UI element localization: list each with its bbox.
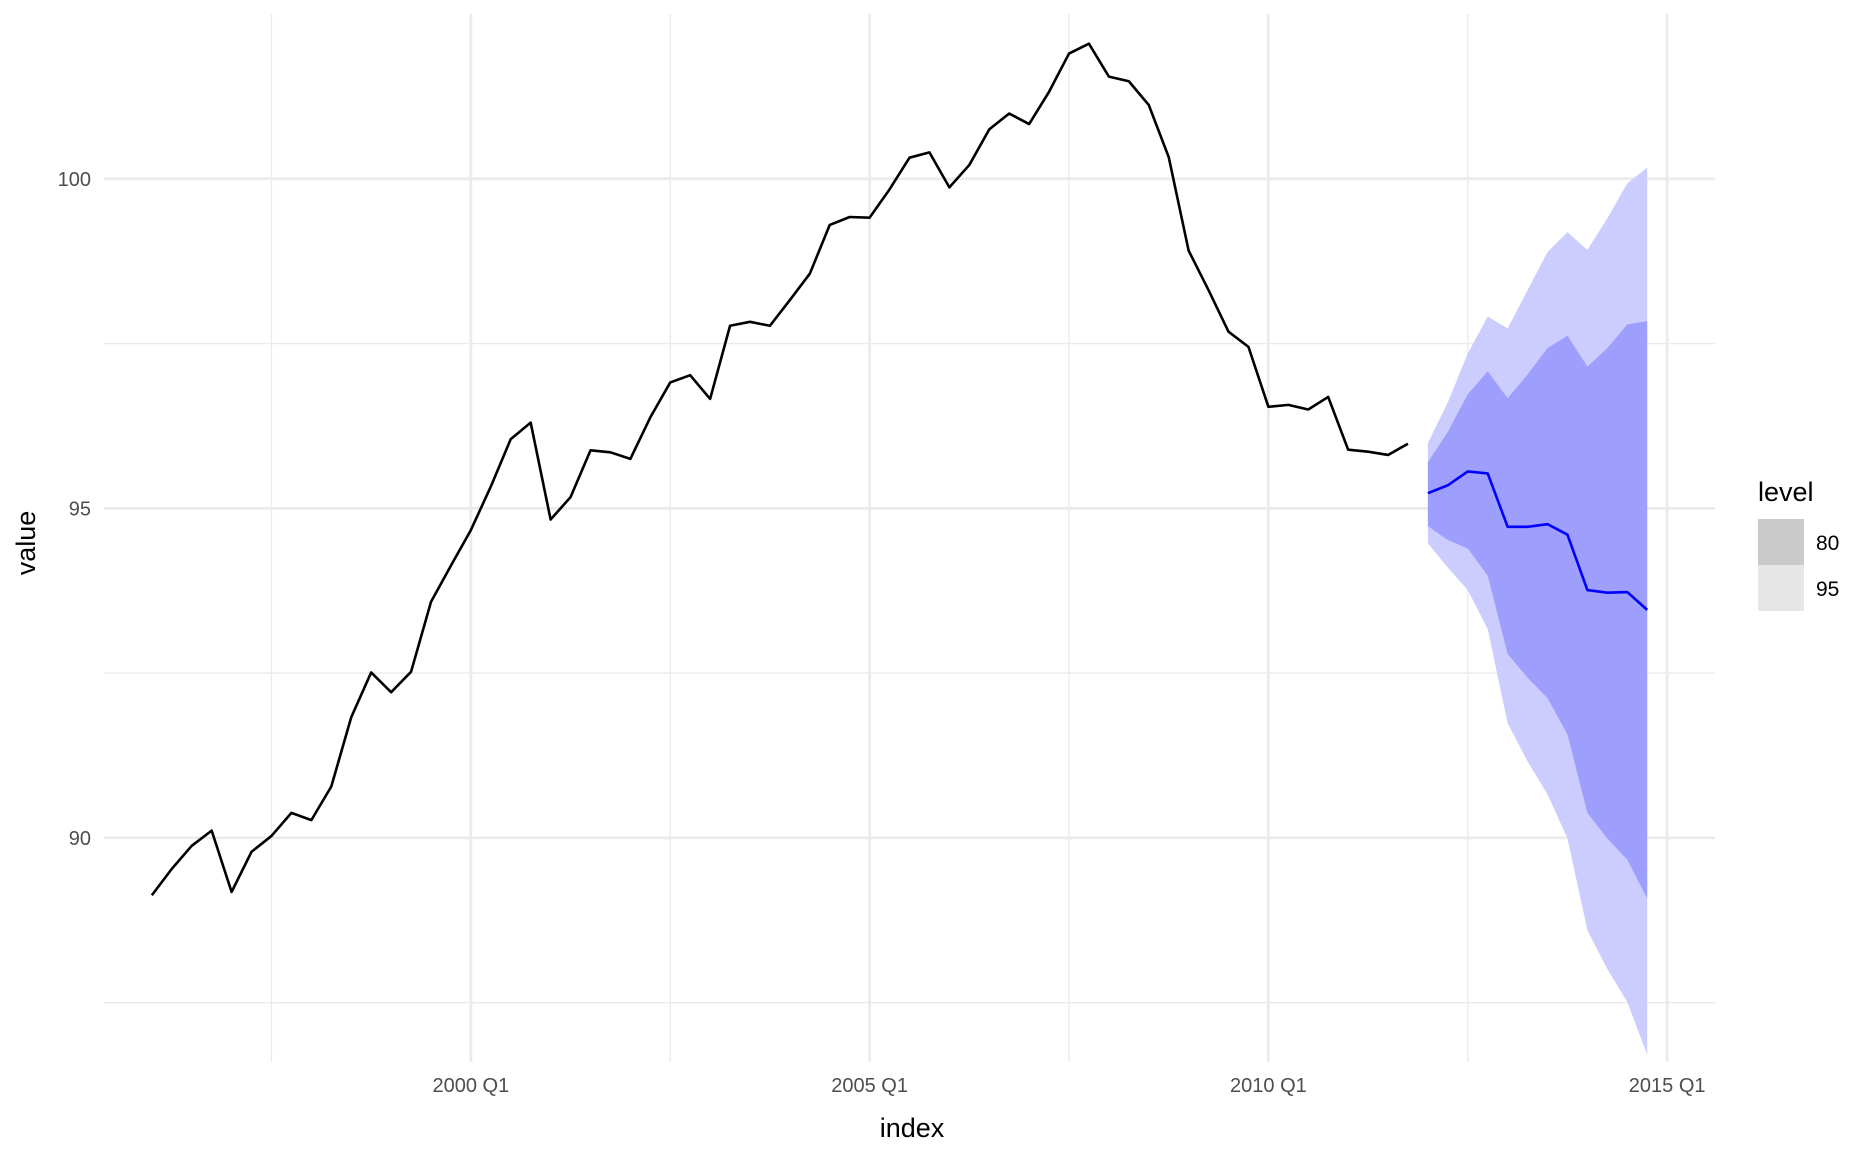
x-tick-labels: 2000 Q1 2005 Q1 2010 Q1 2015 Q1: [432, 1075, 1705, 1097]
legend-label-95: 95: [1816, 578, 1839, 601]
legend-keys: 80 95: [1758, 519, 1839, 611]
legend-key-95: [1758, 565, 1804, 611]
legend-key-80: [1758, 519, 1804, 565]
x-tick-label: 2000 Q1: [432, 1075, 509, 1097]
series-lines: [150, 42, 1649, 897]
legend-label-80: 80: [1816, 532, 1839, 555]
y-axis-title: value: [11, 511, 41, 576]
legend: level 80 95: [1758, 477, 1839, 611]
forecast-mean-line: [1427, 470, 1649, 611]
y-tick-label: 100: [58, 169, 91, 191]
y-tick-label: 95: [69, 498, 91, 520]
forecast-bands: [1427, 167, 1648, 1055]
x-tick-label: 2005 Q1: [831, 1075, 908, 1097]
band-80: [1427, 321, 1648, 899]
y-tick-label: 90: [69, 828, 91, 850]
grid-major-x: [469, 14, 1669, 1062]
history-line: [150, 42, 1409, 897]
x-tick-label: 2010 Q1: [1230, 1075, 1307, 1097]
y-tick-labels: 90 95 100: [58, 169, 91, 850]
x-tick-label: 2015 Q1: [1629, 1075, 1706, 1097]
legend-title: level: [1758, 477, 1814, 507]
x-axis-title: index: [880, 1113, 945, 1143]
